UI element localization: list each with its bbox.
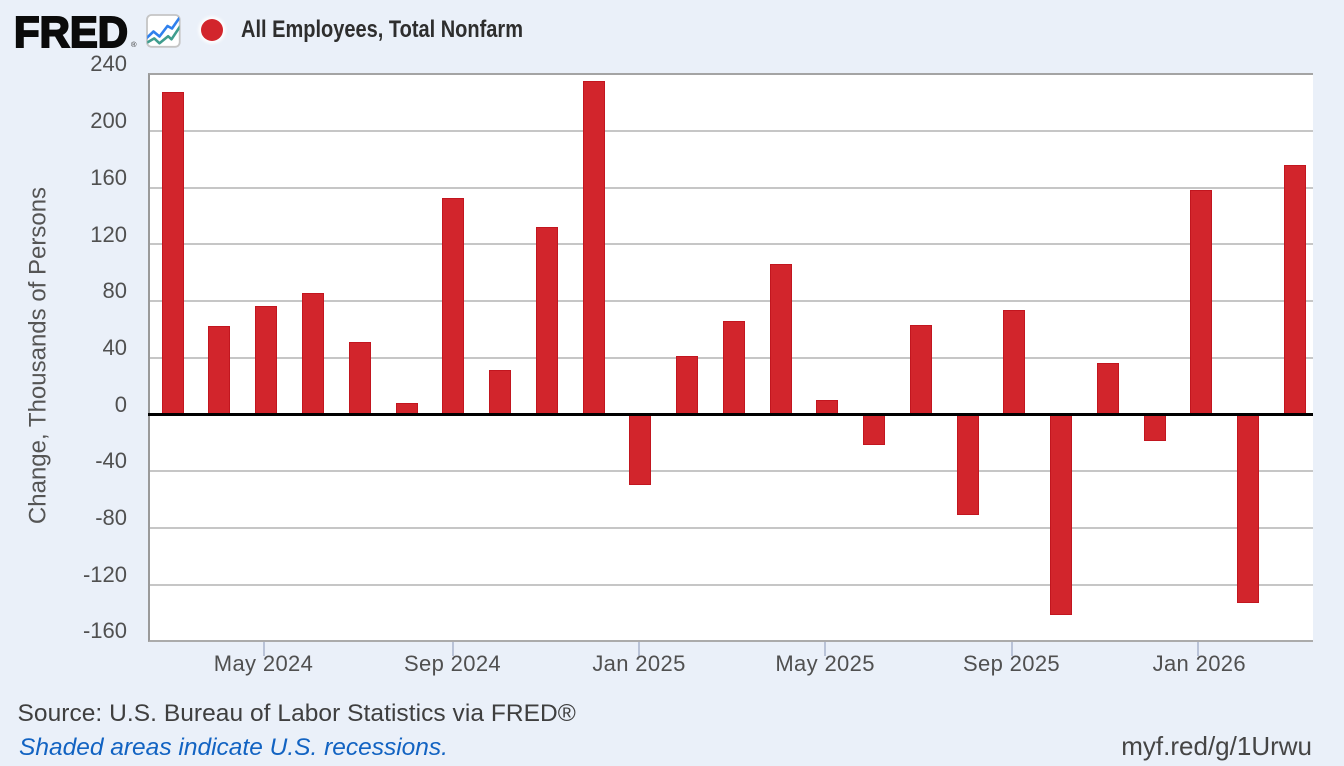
svg-text:All Employees, Total Nonfarm: All Employees, Total Nonfarm bbox=[241, 16, 523, 43]
svg-text:FRED: FRED bbox=[14, 8, 128, 57]
svg-text:®: ® bbox=[131, 40, 137, 49]
